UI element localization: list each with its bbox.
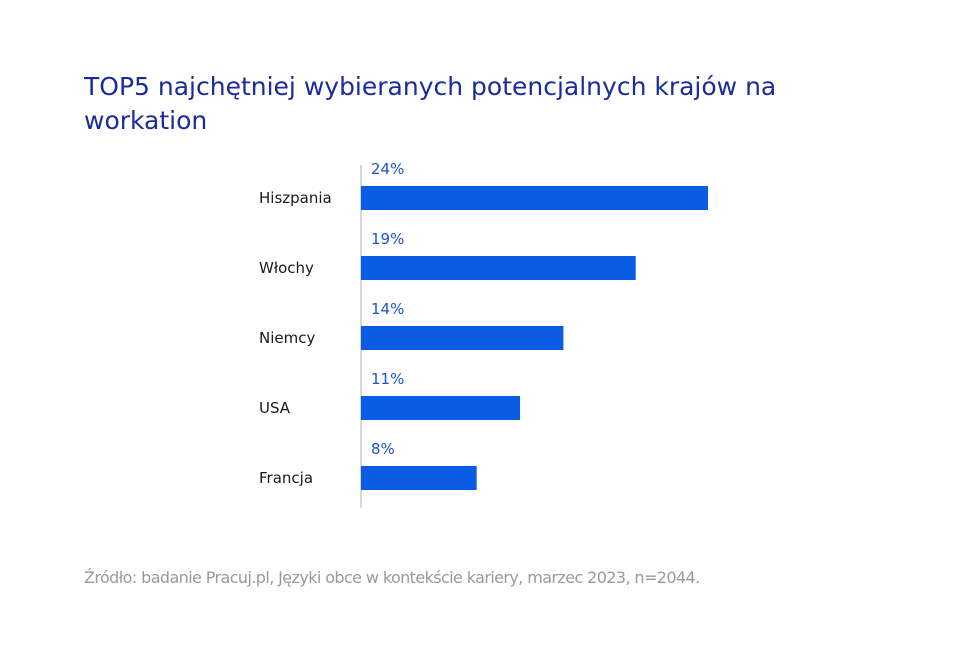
source-note: Źródło: badanie Pracuj.pl, Języki obce w… [84,568,700,587]
category-label-usa: USA [259,399,291,417]
value-label-francja: 8% [371,440,395,458]
category-label-hiszpania: Hiszpania [259,189,332,207]
value-label-hiszpania: 24% [371,160,404,178]
bar-włochy [361,256,636,280]
category-label-francja: Francja [259,469,313,487]
category-label-włochy: Włochy [259,259,314,277]
bar-niemcy [361,326,564,350]
bar-hiszpania [361,186,708,210]
value-label-włochy: 19% [371,230,404,248]
value-label-niemcy: 14% [371,300,404,318]
category-label-niemcy: Niemcy [259,329,315,347]
bar-francja [361,466,477,490]
bar-usa [361,396,521,420]
value-label-usa: 11% [371,370,404,388]
chart-title: TOP5 najchętniej wybieranych potencjalny… [84,72,777,135]
bars-group: 24% Hiszpania 19% Włochy 14% Niemcy 11% USA 8% Fr… [259,160,708,490]
